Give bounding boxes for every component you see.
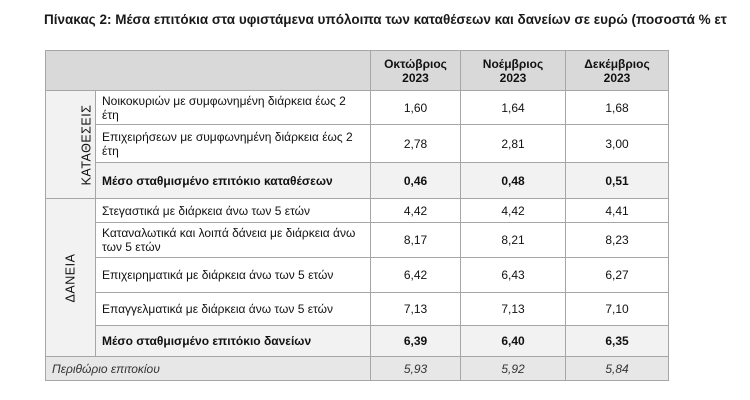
- row-label-cell: Στεγαστικά με διάρκεια άνω των 5 ετών: [95, 198, 371, 223]
- value: 7,13: [501, 302, 525, 316]
- table-title: Πίνακας 2: Μέσα επιτόκια στα υφιστάμενα …: [44, 12, 727, 27]
- column-year: 2023: [603, 70, 631, 85]
- column-month: Νοέμβριος: [482, 56, 544, 71]
- value: 8,17: [403, 233, 428, 247]
- value: 2,81: [501, 136, 525, 151]
- row-label: Στεγαστικά με διάρκεια άνω των 5 ετών: [102, 203, 311, 218]
- row-label: Νοικοκυριών με συμφωνημένη διάρκεια έως …: [102, 93, 346, 122]
- header-blank: [45, 50, 371, 91]
- value-cell: 6,40: [460, 325, 566, 357]
- value: 6,42: [403, 268, 428, 282]
- value: 4,41: [605, 203, 629, 218]
- value-cell: 6,43: [460, 257, 566, 293]
- row-label-cell: Επιχειρήσεων με συμφωνημένη διάρκεια έως…: [95, 124, 371, 163]
- row-label: Καταναλωτικά και λοιπά δάνεια με διάρκει…: [102, 226, 356, 254]
- value-cell: 0,46: [370, 162, 461, 199]
- group-label: ΚΑΤΑΘΕΣΕΙΣ: [79, 104, 94, 185]
- column-month: Οκτώβριος: [384, 56, 447, 71]
- value-cell: 8,17: [370, 222, 461, 258]
- value-cell: 7,10: [565, 292, 669, 326]
- value-cell: 6,35: [565, 325, 669, 357]
- value: 6,40: [501, 334, 525, 348]
- row-label: Μέσο σταθμισμένο επιτόκιο δανείων: [102, 334, 312, 348]
- data-row: Καταναλωτικά και λοιπά δάνεια με διάρκει…: [46, 222, 669, 258]
- footer-value: 5,84: [605, 361, 629, 376]
- data-row: Επιχειρηματικά με διάρκεια άνω των 5 ετώ…: [46, 257, 669, 293]
- value-cell: 4,42: [460, 198, 566, 223]
- data-row: ΚΑΤΑΘΕΣΕΙΣ Νοικοκυριών με συμφωνημένη διά…: [45, 90, 669, 199]
- value-cell: 1,68: [565, 90, 669, 125]
- value: 0,46: [403, 173, 428, 188]
- value: 1,68: [605, 100, 629, 115]
- value: 8,21: [501, 233, 525, 247]
- value-cell: 6,39: [370, 325, 461, 357]
- value-cell: 4,41: [565, 198, 669, 223]
- value-cell: 0,48: [460, 162, 566, 199]
- value: 6,43: [501, 268, 525, 282]
- rates-table: Οκτώβριος 2023 Νοέμβριος 2023 Δεκέμβριος 2023…: [45, 50, 669, 381]
- total-row: Μέσο σταθμισμένο επιτόκιο καταθέσεων 0,46…: [46, 162, 669, 199]
- footer-value-cell: 5,92: [460, 356, 566, 381]
- group-label-cell: ΚΑΤΑΘΕΣΕΙΣ: [45, 90, 96, 199]
- value: 8,23: [605, 233, 629, 247]
- value: 6,27: [605, 268, 629, 282]
- footer-value: 5,92: [501, 361, 525, 376]
- value: 1,60: [403, 100, 428, 115]
- value-cell: 6,42: [370, 257, 461, 293]
- value: 0,51: [605, 173, 629, 188]
- value: 4,42: [501, 203, 525, 218]
- value-cell: 7,13: [370, 292, 461, 326]
- column-month: Δεκέμβριος: [584, 56, 650, 71]
- value: 6,39: [403, 334, 428, 348]
- value-cell: 8,21: [460, 222, 566, 258]
- value-cell: 1,64: [460, 90, 566, 125]
- row-label: Επιχειρηματικά με διάρκεια άνω των 5 ετώ…: [102, 268, 334, 282]
- column-header: Οκτώβριος 2023: [370, 50, 461, 91]
- row-label-cell: Μέσο σταθμισμένο επιτόκιο δανείων: [95, 325, 371, 357]
- data-row: ΔΑΝΕΙΑ Στεγαστικά με διάρκεια άνω των 5 ε…: [45, 198, 669, 357]
- value-cell: 4,42: [370, 198, 461, 223]
- value-cell: 3,00: [565, 124, 669, 163]
- value-cell: 0,51: [565, 162, 669, 199]
- column-year: 2023: [402, 70, 429, 85]
- row-label: Επαγγελματικά με διάρκεια άνω των 5 ετών: [102, 302, 333, 316]
- row-label-cell: Νοικοκυριών με συμφωνημένη διάρκεια έως …: [95, 90, 371, 125]
- footer-value: 5,93: [403, 361, 428, 376]
- header-row: Οκτώβριος 2023 Νοέμβριος 2023 Δεκέμβριος 2023: [45, 50, 669, 91]
- value-cell: 1,60: [370, 90, 461, 125]
- footer-row: Περιθώριο επιτοκίου 5,93 5,92 5,84: [45, 356, 669, 381]
- value-cell: 7,13: [460, 292, 566, 326]
- value-cell: 6,27: [565, 257, 669, 293]
- footer-value-cell: 5,93: [370, 356, 461, 381]
- row-label: Μέσο σταθμισμένο επιτόκιο καταθέσεων: [102, 173, 333, 188]
- value: 2,78: [403, 136, 428, 151]
- group-label-cell: ΔΑΝΕΙΑ: [45, 198, 96, 357]
- value: 7,10: [605, 302, 629, 316]
- row-label-cell: Καταναλωτικά και λοιπά δάνεια με διάρκει…: [95, 222, 371, 258]
- data-row: Επαγγελματικά με διάρκεια άνω των 5 ετών…: [46, 292, 669, 326]
- column-year: 2023: [499, 70, 527, 85]
- value-cell: 2,81: [460, 124, 566, 163]
- value: 3,00: [605, 136, 629, 151]
- footer-label: Περιθώριο επιτοκίου: [52, 361, 160, 376]
- value: 1,64: [501, 100, 525, 115]
- row-label: Επιχειρήσεων με συμφωνημένη διάρκεια έως…: [102, 129, 353, 158]
- value: 4,42: [403, 203, 428, 218]
- value-cell: 8,23: [565, 222, 669, 258]
- row-label-cell: Μέσο σταθμισμένο επιτόκιο καταθέσεων: [95, 162, 371, 199]
- row-label-cell: Επιχειρηματικά με διάρκεια άνω των 5 ετώ…: [95, 257, 371, 293]
- value: 6,35: [605, 334, 629, 348]
- data-row: Επιχειρήσεων με συμφωνημένη διάρκεια έως…: [46, 124, 669, 163]
- group-label: ΔΑΝΕΙΑ: [63, 253, 78, 302]
- value-cell: 2,78: [370, 124, 461, 163]
- footer-value-cell: 5,84: [565, 356, 669, 381]
- row-label-cell: Επαγγελματικά με διάρκεια άνω των 5 ετών: [95, 292, 371, 326]
- total-row: Μέσο σταθμισμένο επιτόκιο δανείων 6,39 6,4…: [46, 325, 669, 357]
- footer-label-cell: Περιθώριο επιτοκίου: [45, 356, 371, 381]
- value: 0,48: [501, 173, 525, 188]
- column-header: Νοέμβριος 2023: [460, 50, 566, 91]
- column-header: Δεκέμβριος 2023: [565, 50, 669, 91]
- value: 7,13: [403, 302, 428, 316]
